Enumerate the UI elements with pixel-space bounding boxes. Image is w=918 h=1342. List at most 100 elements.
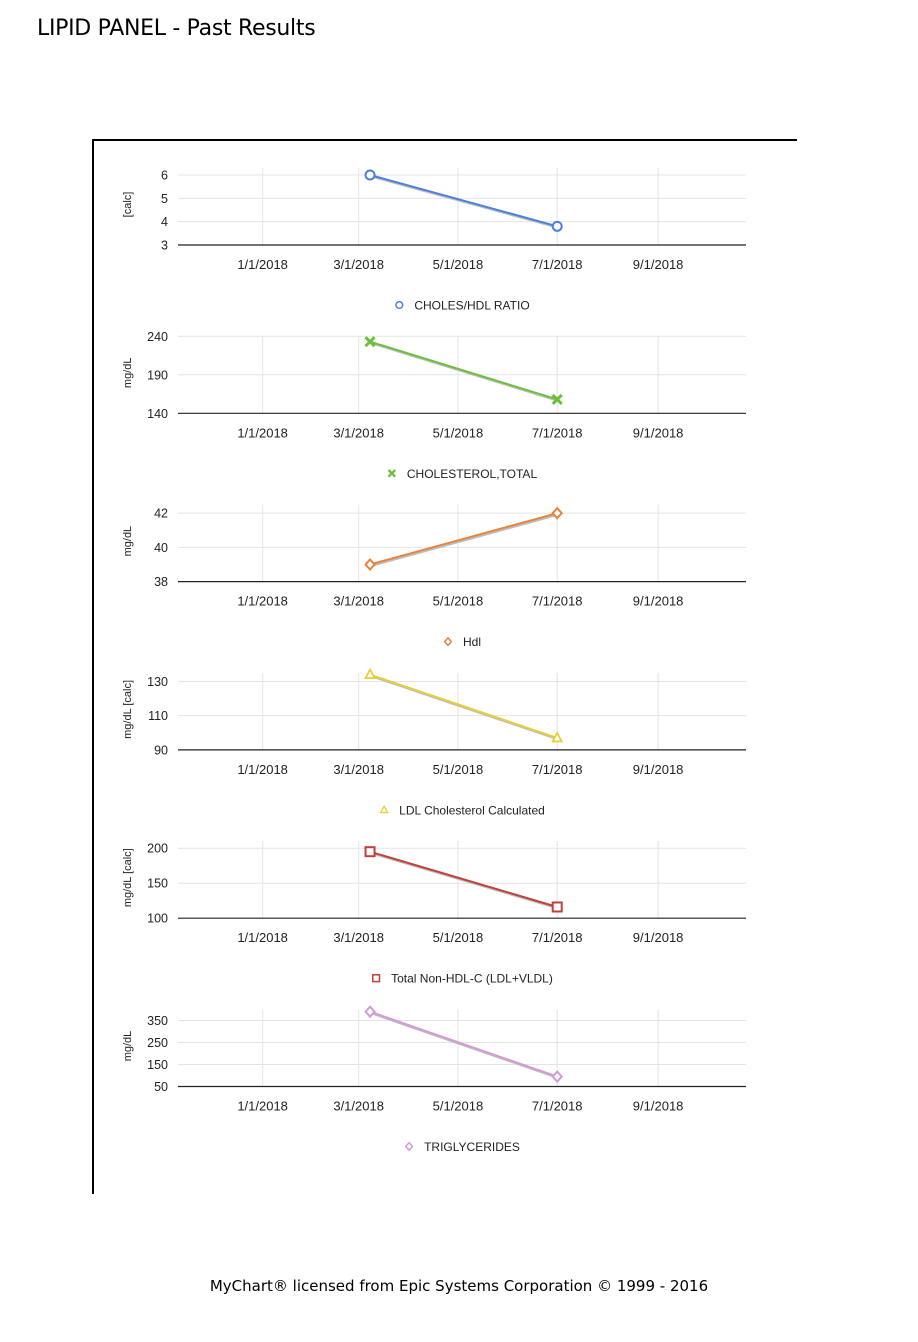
x-tick-label: 7/1/2018 [532, 1099, 583, 1114]
series-line [369, 340, 558, 401]
x-tick-label: 1/1/2018 [237, 425, 288, 440]
series-line-shadow [370, 675, 559, 741]
x-tick-label: 7/1/2018 [532, 762, 583, 777]
series-line [369, 512, 558, 566]
data-point [551, 1070, 564, 1084]
x-tick-label: 9/1/2018 [633, 425, 684, 440]
y-tick-label: 200 [147, 842, 168, 856]
x-tick-label: 5/1/2018 [433, 1099, 484, 1114]
chart-panel-1: 3 4 5 6 1/1/2018 3/1/2018 5/1/2018 7/1/2018 9/1/… [122, 168, 746, 313]
series-line-shadow [370, 852, 559, 910]
y-tick-label: 100 [147, 912, 168, 926]
chart-panel-3: 38 40 42 1/1/2018 3/1/2018 5/1/2018 7/1/2018 9/… [122, 504, 746, 649]
x-tick-label: 7/1/2018 [532, 594, 583, 609]
y-axis-label: mg/dL [122, 358, 134, 389]
data-point [551, 730, 564, 743]
series-line [369, 850, 558, 908]
y-tick-label: 150 [147, 877, 168, 891]
data-point [364, 557, 376, 571]
x-tick-label: 3/1/2018 [333, 257, 384, 272]
legend-marker [404, 1141, 414, 1152]
data-point [364, 169, 376, 181]
x-tick-label: 5/1/2018 [433, 762, 484, 777]
data-point [364, 1005, 376, 1019]
x-tick-label: 1/1/2018 [237, 257, 288, 272]
data-point [551, 220, 563, 232]
data-point [551, 393, 563, 406]
data-point [364, 336, 376, 348]
legend-marker [443, 636, 453, 647]
x-tick-label: 5/1/2018 [433, 257, 484, 272]
x-tick-label: 5/1/2018 [433, 930, 484, 945]
y-tick-label: 140 [147, 407, 168, 421]
x-tick-label: 1/1/2018 [237, 1099, 288, 1114]
footer-copyright: MyChart® licensed from Epic Systems Corp… [209, 1277, 709, 1295]
series-line [369, 174, 558, 228]
y-tick-label: 50 [154, 1080, 168, 1094]
chart-panel-4: 90 110 130 1/1/2018 3/1/2018 5/1/2018 7/1/2018… [122, 667, 746, 817]
y-tick-label: 240 [147, 330, 168, 344]
y-tick-label: 150 [147, 1058, 168, 1072]
x-tick-label: 9/1/2018 [633, 762, 684, 777]
y-tick-label: 4 [161, 215, 168, 229]
y-axis-label: [calc] [122, 192, 134, 218]
data-point [364, 667, 377, 680]
y-tick-label: 250 [147, 1036, 168, 1050]
legend-label: Hdl [463, 635, 481, 649]
y-tick-label: 3 [161, 239, 168, 253]
chart-panel-5: 100 150 200 1/1/2018 3/1/2018 5/1/2018 7/1/201… [122, 841, 746, 986]
legend-label: TRIGLYCERIDES [424, 1140, 520, 1154]
series-line [369, 673, 558, 739]
y-tick-label: 90 [154, 743, 168, 757]
legend-marker [379, 804, 389, 814]
x-tick-label: 9/1/2018 [633, 1099, 684, 1114]
charts-frame [92, 139, 797, 1194]
data-point [364, 846, 376, 858]
x-tick-label: 1/1/2018 [237, 762, 288, 777]
x-tick-label: 3/1/2018 [333, 594, 384, 609]
y-axis-label: mg/dL [calc] [122, 848, 134, 907]
y-axis-label: mg/dL [122, 526, 134, 557]
series-line-shadow [370, 1012, 559, 1080]
x-tick-label: 3/1/2018 [333, 930, 384, 945]
data-point [551, 901, 563, 913]
x-tick-label: 5/1/2018 [433, 594, 484, 609]
page-title: LIPID PANEL - Past Results [37, 16, 316, 41]
legend-label: CHOLES/HDL RATIO [414, 299, 529, 313]
series-line-shadow [370, 175, 559, 229]
data-point [551, 506, 564, 520]
y-tick-label: 5 [161, 192, 168, 206]
y-tick-label: 6 [161, 169, 168, 183]
y-tick-label: 40 [154, 541, 168, 555]
x-tick-label: 1/1/2018 [237, 930, 288, 945]
y-axis-label: mg/dL [122, 1031, 134, 1062]
y-axis-label: mg/dL [calc] [122, 680, 134, 739]
legend-marker [372, 974, 381, 983]
y-tick-label: 42 [154, 507, 168, 521]
x-tick-label: 1/1/2018 [237, 594, 288, 609]
legend-marker [395, 300, 404, 310]
y-tick-label: 110 [148, 709, 168, 723]
x-tick-label: 9/1/2018 [633, 257, 684, 272]
series-line [369, 1010, 558, 1078]
series-line-shadow [370, 513, 559, 567]
legend-label: Total Non-HDL-C (LDL+VLDL) [391, 972, 553, 986]
y-tick-label: 130 [147, 675, 168, 689]
legend-label: CHOLESTEROL,TOTAL [407, 467, 538, 481]
x-tick-label: 3/1/2018 [333, 762, 384, 777]
chart-panel-2: 140 190 240 1/1/2018 3/1/2018 5/1/2018 7/1/201… [122, 330, 746, 481]
x-tick-label: 7/1/2018 [532, 425, 583, 440]
legend-marker [387, 469, 397, 478]
x-tick-label: 9/1/2018 [633, 930, 684, 945]
x-tick-label: 9/1/2018 [633, 594, 684, 609]
x-tick-label: 3/1/2018 [333, 425, 384, 440]
x-tick-label: 5/1/2018 [433, 425, 484, 440]
y-tick-label: 38 [154, 575, 168, 589]
x-tick-label: 7/1/2018 [532, 257, 583, 272]
y-tick-label: 190 [147, 368, 168, 382]
legend-label: LDL Cholesterol Calculated [399, 803, 545, 817]
x-tick-label: 3/1/2018 [333, 1099, 384, 1114]
series-line-shadow [370, 342, 559, 402]
x-tick-label: 7/1/2018 [532, 930, 583, 945]
